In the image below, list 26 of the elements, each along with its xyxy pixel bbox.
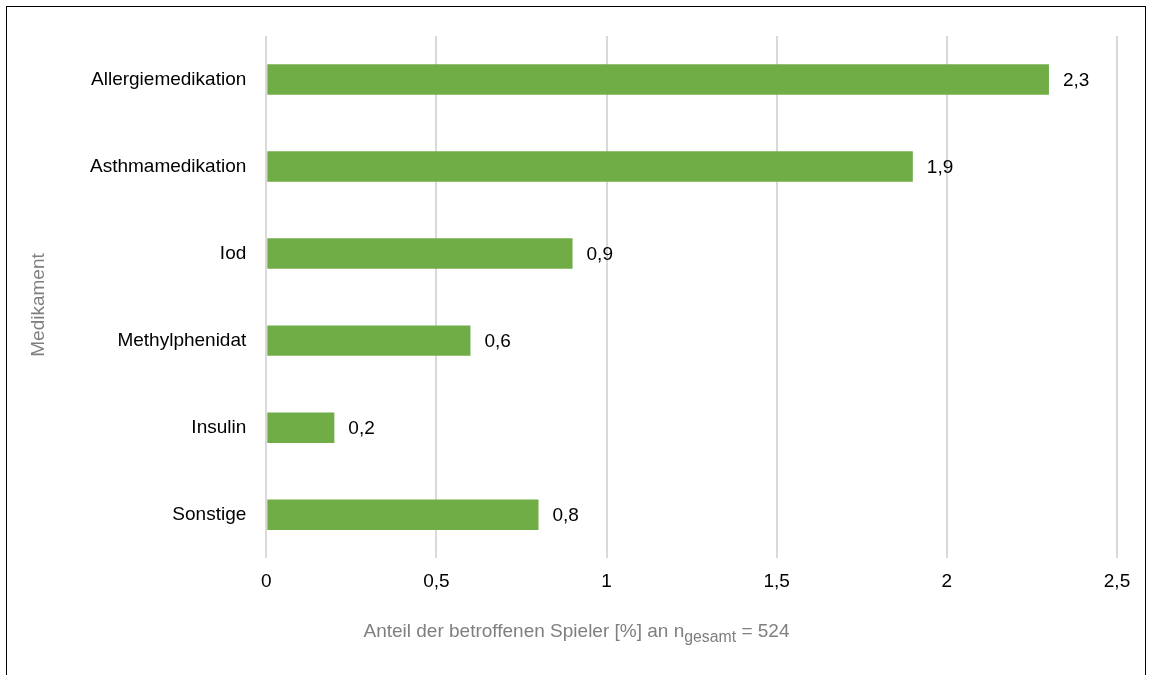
bar [267, 499, 539, 530]
data-label: 0,2 [348, 416, 375, 438]
x-tick-label: 0,5 [423, 569, 450, 591]
x-tick-label: 1,5 [763, 569, 790, 591]
y-tick-label: Iod [219, 241, 247, 263]
data-label: 2,3 [1062, 68, 1090, 90]
y-tick-label: Sonstige [172, 502, 247, 524]
y-tick-label: Insulin [191, 415, 247, 437]
y-tick-label: Asthmamedikation [90, 154, 247, 176]
data-label: 0,6 [484, 329, 511, 351]
bar [267, 64, 1049, 95]
x-axis-title: Anteil der betroffenen Spieler [%] an n$_{gesamt}$ = 524 [362, 620, 791, 646]
x-tick-label: 2,5 [1103, 569, 1131, 591]
y-tick-label: Allergiemedikation [91, 67, 247, 89]
y-tick-label: Methylphenidat [117, 328, 247, 350]
bar [267, 412, 335, 443]
data-label: 1,9 [926, 155, 954, 177]
data-label: 0,8 [552, 503, 579, 525]
x-tick-label: 2 [941, 569, 953, 591]
x-tick-label: 1 [601, 569, 612, 591]
data-label: 0,9 [586, 242, 613, 264]
bar [267, 151, 913, 182]
bar [267, 238, 573, 269]
bar [267, 325, 471, 356]
x-tick-label: 0 [261, 569, 272, 591]
y-axis-title: Medikament [27, 253, 49, 357]
